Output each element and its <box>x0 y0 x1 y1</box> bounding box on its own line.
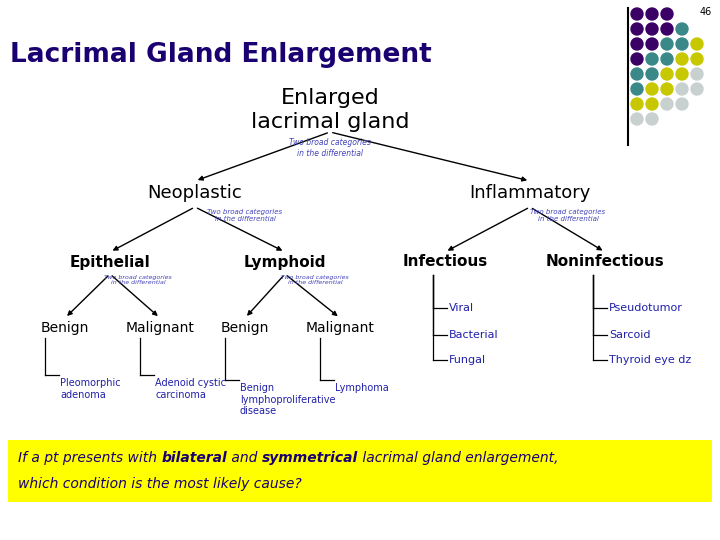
Circle shape <box>691 83 703 95</box>
Text: Two broad categories
in the differential: Two broad categories in the differential <box>281 275 349 286</box>
Circle shape <box>676 23 688 35</box>
Circle shape <box>661 38 673 50</box>
Circle shape <box>661 8 673 20</box>
Text: Two broad categories
in the differential: Two broad categories in the differential <box>531 208 606 221</box>
Text: Viral: Viral <box>449 303 474 313</box>
Text: Two broad categories
in the differential: Two broad categories in the differential <box>289 138 371 158</box>
Circle shape <box>676 53 688 65</box>
Text: Sarcoid: Sarcoid <box>609 330 650 340</box>
Text: Lymphoid: Lymphoid <box>244 254 326 269</box>
Text: Adenoid cystic
carcinoma: Adenoid cystic carcinoma <box>155 378 226 400</box>
Circle shape <box>676 83 688 95</box>
Text: lacrimal gland enlargement,: lacrimal gland enlargement, <box>358 451 559 465</box>
Circle shape <box>661 23 673 35</box>
Text: Enlarged
lacrimal gland: Enlarged lacrimal gland <box>251 89 409 132</box>
Text: Lymphoma: Lymphoma <box>335 383 389 393</box>
Circle shape <box>646 83 658 95</box>
Circle shape <box>661 53 673 65</box>
Text: Malignant: Malignant <box>305 321 374 335</box>
Text: Noninfectious: Noninfectious <box>546 254 665 269</box>
Circle shape <box>661 68 673 80</box>
Circle shape <box>631 38 643 50</box>
Circle shape <box>646 53 658 65</box>
Text: Malignant: Malignant <box>125 321 194 335</box>
Circle shape <box>661 83 673 95</box>
Circle shape <box>676 68 688 80</box>
Circle shape <box>631 113 643 125</box>
Text: Benign: Benign <box>41 321 89 335</box>
Text: Pseudotumor: Pseudotumor <box>609 303 683 313</box>
Text: and: and <box>227 451 262 465</box>
Circle shape <box>676 98 688 110</box>
FancyBboxPatch shape <box>8 440 712 502</box>
Circle shape <box>676 38 688 50</box>
Circle shape <box>631 68 643 80</box>
Circle shape <box>646 23 658 35</box>
Text: bilateral: bilateral <box>161 451 227 465</box>
Text: Epithelial: Epithelial <box>70 254 150 269</box>
Text: Benign
lymphoproliferative
disease: Benign lymphoproliferative disease <box>240 383 336 416</box>
Circle shape <box>661 98 673 110</box>
Circle shape <box>631 8 643 20</box>
Circle shape <box>691 53 703 65</box>
Circle shape <box>691 38 703 50</box>
Text: Neoplastic: Neoplastic <box>148 184 243 202</box>
Circle shape <box>631 83 643 95</box>
Text: symmetrical: symmetrical <box>262 451 358 465</box>
Circle shape <box>646 68 658 80</box>
Text: Infectious: Infectious <box>402 254 487 269</box>
Text: Pleomorphic
adenoma: Pleomorphic adenoma <box>60 378 121 400</box>
Circle shape <box>646 98 658 110</box>
Circle shape <box>631 98 643 110</box>
Text: Two broad categories
in the differential: Two broad categories in the differential <box>207 208 282 221</box>
Text: Benign: Benign <box>221 321 269 335</box>
Text: Fungal: Fungal <box>449 355 486 365</box>
Text: Lacrimal Gland Enlargement: Lacrimal Gland Enlargement <box>10 42 432 68</box>
Circle shape <box>646 8 658 20</box>
Text: Thyroid eye dz: Thyroid eye dz <box>609 355 691 365</box>
Circle shape <box>646 38 658 50</box>
Text: 46: 46 <box>700 7 712 17</box>
Circle shape <box>631 53 643 65</box>
Circle shape <box>691 68 703 80</box>
Text: Inflammatory: Inflammatory <box>469 184 590 202</box>
Circle shape <box>631 23 643 35</box>
Text: Bacterial: Bacterial <box>449 330 499 340</box>
Text: If a pt presents with: If a pt presents with <box>18 451 161 465</box>
Text: which condition is the most likely cause?: which condition is the most likely cause… <box>18 477 302 491</box>
Text: Two broad categories
in the differential: Two broad categories in the differential <box>104 275 172 286</box>
Circle shape <box>646 113 658 125</box>
